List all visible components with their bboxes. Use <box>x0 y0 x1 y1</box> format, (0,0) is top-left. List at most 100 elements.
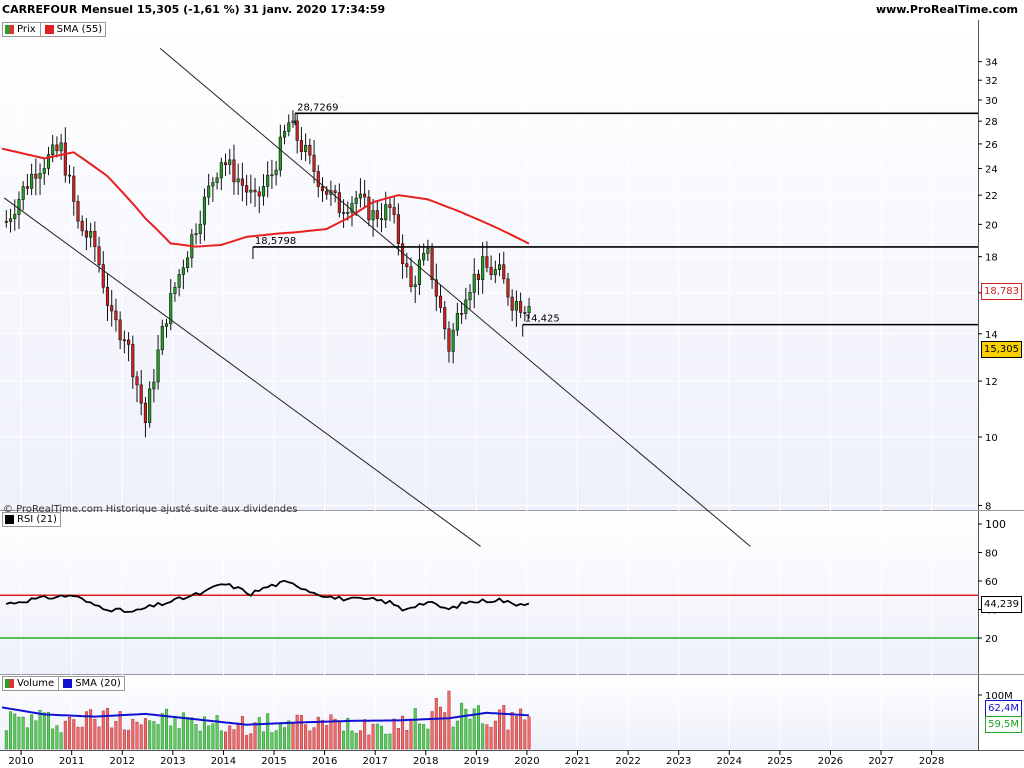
volume-bar-down <box>506 729 510 750</box>
volume-legend[interactable]: Volume SMA (20) <box>2 676 125 691</box>
candle-up <box>455 313 459 331</box>
volume-value-label: 59,5M <box>985 716 1022 733</box>
watermark-text: © ProRealTime.com Historique ajusté suit… <box>3 503 297 515</box>
volume-bar-down <box>320 719 325 750</box>
level-label: 14,425 <box>525 314 560 325</box>
candle-up <box>358 193 362 199</box>
level-label: 28,7269 <box>297 102 338 113</box>
volume-bar-up <box>375 723 379 750</box>
volume-bar-down <box>358 730 362 750</box>
x-tick-label: 2012 <box>110 756 135 767</box>
volume-bar-up <box>198 730 202 750</box>
volume-bar-up <box>42 712 46 750</box>
candle-up <box>173 286 177 294</box>
volume-bar-up <box>354 732 358 750</box>
volume-bar-down <box>430 711 434 750</box>
volume-sma-line <box>1 706 529 726</box>
volume-bar-down <box>97 726 101 750</box>
candle-up <box>148 388 152 423</box>
volume-bar-down <box>485 724 489 750</box>
candle-up <box>42 168 46 174</box>
volume-bar-down <box>308 730 312 750</box>
volume-bar-down <box>325 725 329 750</box>
volume-bar-down <box>118 711 122 750</box>
price-legend[interactable]: Prix SMA (55) <box>2 22 107 37</box>
sma55-legend-label: SMA (55) <box>56 24 103 35</box>
rsi-legend[interactable]: RSI (21) <box>2 512 61 527</box>
candle-down <box>434 279 438 297</box>
volume-bar-down <box>405 730 409 750</box>
candle-down <box>105 286 110 306</box>
volume-legend-swatch <box>5 679 14 688</box>
volume-bar-up <box>460 702 464 750</box>
volume-bar-up <box>219 730 223 750</box>
candle-down <box>379 218 384 221</box>
volume-bar-up <box>51 728 55 750</box>
candle-down <box>485 256 489 268</box>
volume-bar-down <box>523 719 527 750</box>
candle-up <box>278 136 282 171</box>
volume-bar-up <box>194 724 198 750</box>
volume-bar-up <box>169 725 173 750</box>
candle-up <box>274 169 278 176</box>
candle-up <box>152 381 156 390</box>
x-tick-label: 2013 <box>160 756 185 767</box>
volume-bar-down <box>510 712 514 750</box>
volume-bar-up <box>173 716 177 750</box>
volume-bar-down <box>401 715 405 750</box>
volume-bar-up <box>270 732 274 750</box>
rsi-pane-background <box>0 510 978 674</box>
candle-down <box>223 162 228 165</box>
volume-bar-down <box>337 721 341 750</box>
volume-bar-down <box>493 720 497 750</box>
volume-bar-up <box>4 730 8 750</box>
volume-bar-up <box>30 714 34 750</box>
volume-bar-down <box>68 716 72 750</box>
volume-bar-up <box>186 717 190 750</box>
candle-down <box>409 266 413 287</box>
candle-down <box>396 214 400 244</box>
candle-up <box>426 248 430 254</box>
candle-up <box>186 257 190 268</box>
candle-up <box>472 273 476 293</box>
volume-bar-up <box>202 716 206 750</box>
volume-bar-down <box>299 715 303 750</box>
price-y-tick-label: 20 <box>985 220 998 231</box>
volume-bar-down <box>312 727 316 750</box>
candle-up <box>413 284 417 287</box>
rsi-line <box>5 579 530 613</box>
volume-bar-up <box>468 718 472 750</box>
volume-bar-down <box>101 710 105 750</box>
candle-down <box>25 186 29 189</box>
candle-up <box>422 252 426 261</box>
volume-bar-up <box>266 713 270 750</box>
x-tick-label: 2024 <box>717 756 742 767</box>
candle-down <box>489 267 493 276</box>
sma55-value-label: 18,783 <box>981 283 1022 300</box>
candle-down <box>443 307 447 330</box>
candle-up <box>181 267 185 275</box>
candle-up <box>354 197 358 204</box>
volume-bar-down <box>489 727 493 750</box>
volume-bar-down <box>114 721 118 750</box>
candle-up <box>417 259 422 286</box>
volume-bar-up <box>350 730 354 750</box>
candle-down <box>55 144 59 152</box>
candle-down <box>135 376 139 386</box>
candle-down <box>101 264 105 288</box>
x-tick-label: 2016 <box>312 756 337 767</box>
candle-down <box>375 210 379 219</box>
candle-down <box>506 278 510 298</box>
vol-sma-legend-label: SMA (20) <box>75 678 121 689</box>
volume-bar-down <box>236 723 240 750</box>
candle-up <box>261 186 266 197</box>
volume-bar-down <box>527 716 531 750</box>
site-url[interactable]: www.ProRealTime.com <box>875 3 1018 16</box>
volume-bar-down <box>434 698 438 750</box>
last-price-label: 15,305 <box>981 341 1022 358</box>
volume-bar-up <box>13 713 17 750</box>
x-tick-label: 2011 <box>59 756 84 767</box>
sma55-line <box>1 147 530 248</box>
rsi-y-tick-label: 60 <box>985 577 998 588</box>
